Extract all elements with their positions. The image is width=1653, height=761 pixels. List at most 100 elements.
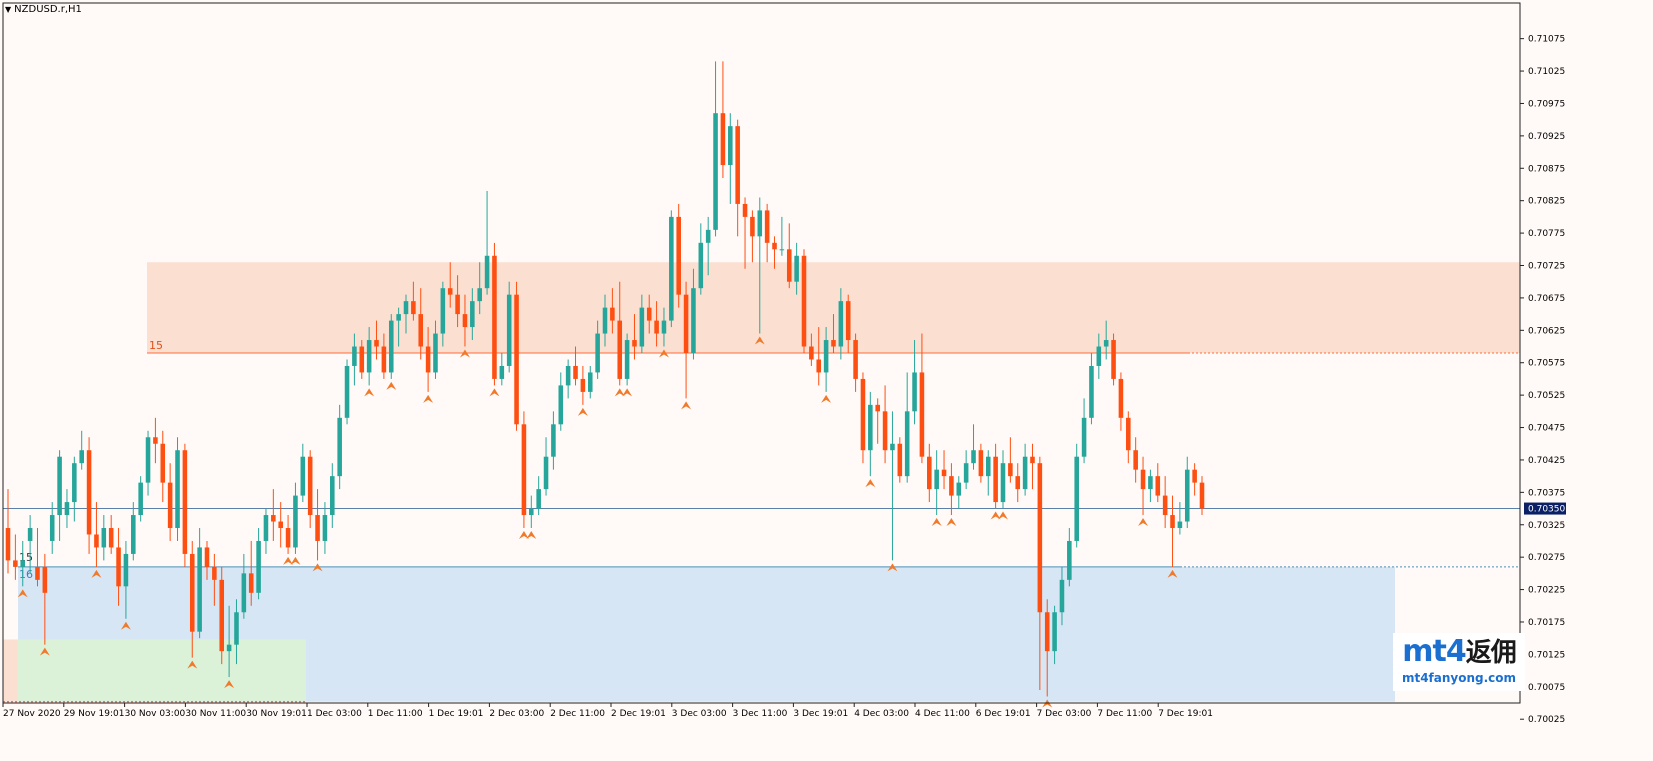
candle-body[interactable] <box>499 365 505 379</box>
candle-body[interactable] <box>639 307 645 347</box>
candle-body[interactable] <box>809 346 814 360</box>
candle-body[interactable] <box>1140 469 1146 490</box>
candle-body[interactable] <box>882 411 888 451</box>
candle-body[interactable] <box>1170 515 1175 528</box>
candle-body[interactable] <box>971 450 976 464</box>
candle-body[interactable] <box>366 340 372 373</box>
candle-body[interactable] <box>890 443 895 451</box>
candle-body[interactable] <box>1177 521 1183 528</box>
candle-body[interactable] <box>543 456 549 490</box>
candle-body[interactable] <box>860 378 866 451</box>
candle-body[interactable] <box>617 320 623 379</box>
candle-body[interactable] <box>1081 417 1087 457</box>
candle-body[interactable] <box>79 450 84 464</box>
candle-body[interactable] <box>632 340 637 347</box>
candle-body[interactable] <box>1022 456 1028 490</box>
candle-body[interactable] <box>646 307 652 321</box>
candle-body[interactable] <box>470 301 475 328</box>
candle-body[interactable] <box>13 560 18 567</box>
candle-body[interactable] <box>801 255 807 347</box>
candle-body[interactable] <box>153 437 158 444</box>
candle-body[interactable] <box>388 320 394 373</box>
candle-body[interactable] <box>248 573 254 593</box>
candle-body[interactable] <box>595 333 600 373</box>
candle-body[interactable] <box>86 450 92 535</box>
candle-body[interactable] <box>1015 476 1021 490</box>
candle-body[interactable] <box>108 528 114 548</box>
candle-body[interactable] <box>1199 482 1205 509</box>
candle-body[interactable] <box>1096 346 1102 366</box>
candle-body[interactable] <box>234 612 239 645</box>
candle-body[interactable] <box>1074 456 1079 541</box>
candle-body[interactable] <box>256 540 261 593</box>
candle-body[interactable] <box>477 288 482 302</box>
candle-body[interactable] <box>212 566 217 580</box>
candle-body[interactable] <box>558 385 564 425</box>
candle-body[interactable] <box>927 456 932 490</box>
candle-body[interactable] <box>853 340 858 379</box>
candle-body[interactable] <box>285 528 291 548</box>
candle-body[interactable] <box>1192 469 1197 483</box>
candle-body[interactable] <box>691 288 696 353</box>
candle-body[interactable] <box>506 294 512 366</box>
candle-body[interactable] <box>123 553 129 587</box>
candle-body[interactable] <box>293 495 298 548</box>
candle-body[interactable] <box>868 404 873 451</box>
candle-body[interactable] <box>823 340 829 373</box>
candle-body[interactable] <box>57 456 62 516</box>
candle-body[interactable] <box>418 314 424 347</box>
candle-body[interactable] <box>587 372 593 392</box>
candle-body[interactable] <box>1000 463 1006 503</box>
candle-body[interactable] <box>381 346 387 373</box>
candle-body[interactable] <box>1162 495 1168 516</box>
candle-body[interactable] <box>993 456 998 503</box>
candle-body[interactable] <box>411 301 416 315</box>
candle-body[interactable] <box>764 210 770 243</box>
candle-body[interactable] <box>1111 340 1116 379</box>
candle-body[interactable] <box>35 566 40 580</box>
candle-body[interactable] <box>934 469 939 490</box>
candle-body[interactable] <box>963 463 969 483</box>
candle-body[interactable] <box>1044 612 1050 652</box>
candle-body[interactable] <box>669 216 674 321</box>
candle-body[interactable] <box>779 249 785 251</box>
candle-body[interactable] <box>447 288 453 295</box>
candle-body[interactable] <box>941 469 947 477</box>
candle-body[interactable] <box>72 463 77 503</box>
candle-body[interactable] <box>197 547 202 632</box>
candle-body[interactable] <box>786 249 792 282</box>
candle-body[interactable] <box>1030 456 1035 464</box>
candle-body[interactable] <box>337 417 342 477</box>
candle-body[interactable] <box>94 534 99 548</box>
candle-body[interactable] <box>713 113 718 230</box>
candle-body[interactable] <box>845 301 851 341</box>
candle-body[interactable] <box>742 203 748 217</box>
candle-body[interactable] <box>831 340 836 347</box>
candle-body[interactable] <box>676 216 681 295</box>
candle-body[interactable] <box>705 229 711 243</box>
candle-body[interactable] <box>462 314 468 328</box>
candle-body[interactable] <box>49 515 55 541</box>
candle-body[interactable] <box>425 346 431 373</box>
candle-body[interactable] <box>359 346 365 373</box>
candle-body[interactable] <box>27 528 33 541</box>
candle-body[interactable] <box>1126 417 1131 451</box>
candle-body[interactable] <box>219 579 225 652</box>
candle-body[interactable] <box>189 553 195 632</box>
candle-body[interactable] <box>1059 579 1065 613</box>
candle-body[interactable] <box>757 210 763 237</box>
candle-body[interactable] <box>344 365 350 418</box>
candle-body[interactable] <box>661 320 667 334</box>
candle-body[interactable] <box>897 443 903 477</box>
candle-body[interactable] <box>919 372 925 457</box>
candle-body[interactable] <box>315 515 320 541</box>
candle-body[interactable] <box>624 340 630 379</box>
candle-body[interactable] <box>750 216 755 237</box>
candle-body[interactable] <box>271 515 276 522</box>
candle-body[interactable] <box>1133 450 1138 470</box>
dropdown-triangle-icon[interactable]: ▼ <box>5 5 12 14</box>
candle-body[interactable] <box>330 476 335 516</box>
candle-body[interactable] <box>838 301 844 347</box>
candle-body[interactable] <box>5 528 11 561</box>
candle-body[interactable] <box>1089 365 1094 418</box>
